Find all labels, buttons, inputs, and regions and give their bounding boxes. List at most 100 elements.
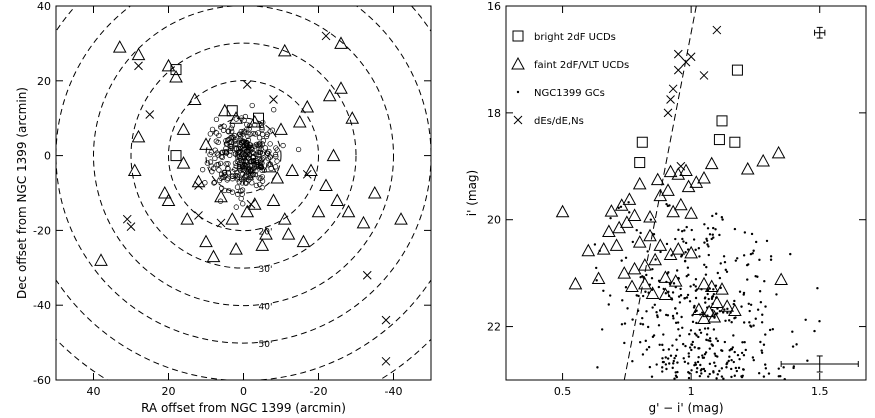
gc-point — [259, 160, 265, 166]
gc-point — [252, 122, 258, 128]
gc-point — [687, 273, 690, 277]
triangle-point — [625, 279, 639, 292]
gc-point — [213, 130, 220, 136]
gc-point — [246, 126, 252, 132]
gc-point — [700, 288, 703, 291]
gc-point — [732, 334, 735, 337]
gc-point — [626, 307, 629, 310]
cross-point — [673, 65, 683, 75]
gc-point — [741, 341, 744, 344]
gc-point — [721, 349, 724, 353]
gc-point — [714, 212, 718, 215]
cross-point — [122, 214, 132, 224]
triangle-point — [214, 189, 228, 203]
triangle-point — [334, 36, 348, 49]
triangle-point — [653, 238, 668, 251]
gc-point — [672, 362, 675, 365]
triangle-point — [617, 266, 632, 279]
gc-point — [655, 363, 658, 366]
triangle-point — [304, 163, 318, 177]
gc-point — [692, 238, 696, 241]
gc-point — [671, 314, 675, 318]
gc-point — [733, 374, 736, 377]
gc-point — [225, 161, 231, 167]
gc-point — [738, 290, 742, 293]
gc-point — [708, 347, 711, 350]
gc-point — [274, 147, 280, 153]
triangle-point — [225, 212, 240, 225]
gc-point — [672, 282, 676, 285]
gc-point — [683, 360, 687, 364]
gc-point — [251, 143, 257, 149]
gc-point — [768, 328, 772, 332]
gc-point — [668, 362, 671, 365]
gc-point — [674, 285, 677, 289]
gc-point — [215, 152, 221, 158]
gc-point — [648, 365, 652, 369]
gc-point — [269, 127, 276, 133]
gc-point — [654, 258, 657, 261]
gc-point — [264, 150, 271, 157]
gc-point — [665, 367, 668, 371]
gc-point — [690, 348, 693, 352]
gc-point — [674, 321, 678, 325]
gc-point — [712, 288, 715, 291]
gc-point — [267, 141, 273, 147]
gc-point — [734, 259, 738, 262]
gc-point — [667, 294, 671, 298]
gc-point — [676, 321, 680, 324]
x-tick-label: 0.5 — [554, 385, 572, 398]
triangle-point — [658, 270, 673, 283]
gc-point — [740, 305, 743, 308]
gc-point — [708, 372, 711, 376]
legend: bright 2dF UCDs faint 2dF/VLT UCDs NGC1399… — [511, 30, 629, 127]
gc-point — [742, 293, 745, 296]
y-tick-label: 40 — [37, 0, 51, 13]
gc-point — [711, 308, 714, 312]
triangle-point — [330, 193, 345, 206]
gc-point — [242, 113, 249, 120]
gc-point — [674, 237, 677, 241]
x-axis-title: RA offset from NGC 1399 (arcmin) — [141, 401, 346, 415]
gc-point — [239, 151, 246, 157]
triangle-point — [596, 242, 611, 255]
gc-point — [596, 366, 599, 369]
gc-point — [741, 368, 745, 371]
gc-point — [639, 322, 642, 326]
gc-point — [710, 237, 713, 241]
gc-point — [765, 239, 769, 243]
triangle-point — [356, 215, 371, 229]
triangle-point — [161, 58, 176, 72]
gc-point — [677, 328, 680, 331]
gc-point — [675, 312, 679, 315]
triangle-point — [638, 276, 652, 290]
gc-point — [684, 251, 687, 254]
triangle-point — [296, 234, 311, 248]
gc-point — [259, 124, 265, 131]
gc-point — [716, 373, 719, 376]
gc-point — [680, 315, 683, 319]
gc-point — [771, 328, 775, 331]
gc-point — [239, 191, 245, 197]
gc-point — [257, 141, 263, 147]
gc-point — [624, 256, 628, 259]
gc-point — [726, 361, 729, 364]
gc-point — [764, 333, 767, 336]
gc-point — [673, 357, 676, 360]
square-point — [170, 64, 182, 76]
gc-point — [645, 348, 649, 351]
gc-point — [703, 369, 707, 373]
gc-point — [212, 179, 218, 185]
legend-label: faint 2dF/VLT UCDs — [534, 60, 629, 71]
gc-point — [742, 254, 746, 257]
gc-point — [224, 177, 230, 183]
gc-point — [207, 151, 213, 158]
gc-point — [750, 325, 753, 328]
gc-point — [249, 102, 255, 109]
triangle-point — [679, 163, 693, 177]
gc-point — [244, 149, 251, 155]
gc-point — [730, 358, 733, 362]
gc-point — [712, 236, 715, 239]
gc-point — [696, 360, 700, 364]
gc-point — [759, 300, 763, 304]
